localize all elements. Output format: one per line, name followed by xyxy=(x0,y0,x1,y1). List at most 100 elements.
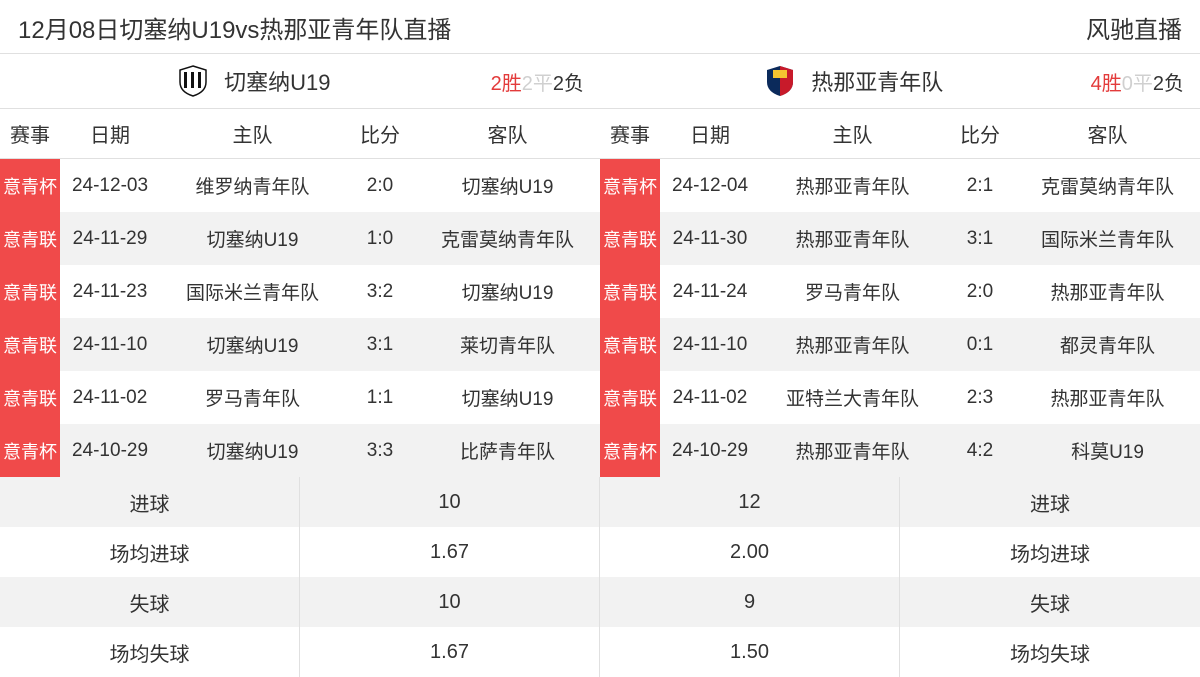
match-away-team: 克雷莫纳青年队 xyxy=(415,225,600,252)
match-comp-badge: 意青联 xyxy=(600,371,660,424)
match-home-team: 维罗纳青年队 xyxy=(160,172,345,199)
stats-row: 场均进球1.672.00场均进球 xyxy=(0,527,1200,577)
match-away-team: 热那亚青年队 xyxy=(1015,384,1200,411)
team-logo-left xyxy=(176,64,210,98)
columns-header-right: 赛事 日期 主队 比分 客队 xyxy=(600,109,1200,158)
page-title: 12月08日切塞纳U19vs热那亚青年队直播 xyxy=(18,10,451,45)
match-score: 1:0 xyxy=(345,228,415,250)
match-away-team: 国际米兰青年队 xyxy=(1015,225,1200,252)
stat-label-left: 失球 xyxy=(0,577,300,627)
match-date: 24-11-02 xyxy=(60,387,160,409)
stats-row: 进球1012进球 xyxy=(0,477,1200,527)
match-date: 24-11-02 xyxy=(660,387,760,409)
match-home-team: 切塞纳U19 xyxy=(160,437,345,464)
match-date: 24-12-03 xyxy=(60,175,160,197)
col-home: 主队 xyxy=(160,119,345,148)
match-date: 24-11-10 xyxy=(660,334,760,356)
record-win: 2胜 xyxy=(491,73,522,95)
match-home-team: 热那亚青年队 xyxy=(760,331,945,358)
match-home-team: 热那亚青年队 xyxy=(760,437,945,464)
stats-row: 失球109失球 xyxy=(0,577,1200,627)
brand-name: 风驰直播 xyxy=(1086,10,1182,45)
match-date: 24-11-10 xyxy=(60,334,160,356)
stat-value-right: 12 xyxy=(600,477,900,527)
match-comp-badge: 意青联 xyxy=(600,212,660,265)
stat-label-right: 场均进球 xyxy=(900,527,1200,577)
match-row: 意青杯24-12-03维罗纳青年队2:0切塞纳U19 xyxy=(0,159,600,212)
match-row: 意青联24-11-02亚特兰大青年队2:3热那亚青年队 xyxy=(600,371,1200,424)
match-comp-badge: 意青联 xyxy=(0,265,60,318)
match-row: 意青杯24-10-29切塞纳U193:3比萨青年队 xyxy=(0,424,600,477)
stat-value-right: 1.50 xyxy=(600,627,900,677)
match-away-team: 热那亚青年队 xyxy=(1015,278,1200,305)
match-row: 意青联24-11-10热那亚青年队0:1都灵青年队 xyxy=(600,318,1200,371)
match-home-team: 切塞纳U19 xyxy=(160,331,345,358)
col-date: 日期 xyxy=(660,119,760,148)
stat-label-right: 进球 xyxy=(900,477,1200,527)
match-date: 24-11-30 xyxy=(660,228,760,250)
match-score: 2:3 xyxy=(945,387,1015,409)
match-rows: 意青杯24-12-03维罗纳青年队2:0切塞纳U19意青联24-11-29切塞纳… xyxy=(0,159,1200,477)
match-home-team: 国际米兰青年队 xyxy=(160,278,345,305)
record-draw: 2平 xyxy=(522,73,553,95)
col-score: 比分 xyxy=(345,119,415,148)
match-home-team: 罗马青年队 xyxy=(160,384,345,411)
match-date: 24-11-29 xyxy=(60,228,160,250)
match-away-team: 克雷莫纳青年队 xyxy=(1015,172,1200,199)
match-home-team: 热那亚青年队 xyxy=(760,225,945,252)
team-header-right: 热那亚青年队 4胜0平2负 xyxy=(600,54,1200,108)
stats-block: 进球1012进球场均进球1.672.00场均进球失球109失球场均失球1.671… xyxy=(0,477,1200,677)
match-away-team: 切塞纳U19 xyxy=(415,172,600,199)
match-home-team: 罗马青年队 xyxy=(760,278,945,305)
record-loss: 2负 xyxy=(1153,73,1184,95)
record-win: 4胜 xyxy=(1091,73,1122,95)
match-score: 3:2 xyxy=(345,281,415,303)
col-comp: 赛事 xyxy=(600,119,660,148)
match-date: 24-10-29 xyxy=(60,440,160,462)
match-away-team: 比萨青年队 xyxy=(415,437,600,464)
match-away-team: 都灵青年队 xyxy=(1015,331,1200,358)
match-comp-badge: 意青联 xyxy=(0,371,60,424)
stat-value-left: 10 xyxy=(300,477,600,527)
columns-header: 赛事 日期 主队 比分 客队 赛事 日期 主队 比分 客队 xyxy=(0,109,1200,159)
match-row: 意青联24-11-02罗马青年队1:1切塞纳U19 xyxy=(0,371,600,424)
match-date: 24-11-24 xyxy=(660,281,760,303)
record-draw: 0平 xyxy=(1122,73,1153,95)
match-comp-badge: 意青联 xyxy=(0,318,60,371)
match-home-team: 切塞纳U19 xyxy=(160,225,345,252)
match-date: 24-10-29 xyxy=(660,440,760,462)
match-row: 意青联24-11-24罗马青年队2:0热那亚青年队 xyxy=(600,265,1200,318)
stat-value-right: 9 xyxy=(600,577,900,627)
match-score: 2:0 xyxy=(345,175,415,197)
stats-row: 场均失球1.671.50场均失球 xyxy=(0,627,1200,677)
match-comp-badge: 意青杯 xyxy=(600,424,660,477)
match-comp-badge: 意青联 xyxy=(600,318,660,371)
team-name-right: 热那亚青年队 xyxy=(811,65,943,97)
stat-label-left: 场均失球 xyxy=(0,627,300,677)
matches-left: 意青杯24-12-03维罗纳青年队2:0切塞纳U19意青联24-11-29切塞纳… xyxy=(0,159,600,477)
record-right: 4胜0平2负 xyxy=(1091,67,1184,96)
match-home-team: 亚特兰大青年队 xyxy=(760,384,945,411)
teams-header-row: 切塞纳U19 2胜2平2负 热那亚青年队 4胜0平2负 xyxy=(0,53,1200,109)
col-comp: 赛事 xyxy=(0,119,60,148)
match-home-team: 热那亚青年队 xyxy=(760,172,945,199)
match-score: 2:0 xyxy=(945,281,1015,303)
match-comp-badge: 意青杯 xyxy=(0,159,60,212)
match-date: 24-12-04 xyxy=(660,175,760,197)
col-away: 客队 xyxy=(415,119,600,148)
match-row: 意青联24-11-29切塞纳U191:0克雷莫纳青年队 xyxy=(0,212,600,265)
team-name-left: 切塞纳U19 xyxy=(224,65,330,97)
col-away: 客队 xyxy=(1015,119,1200,148)
col-score: 比分 xyxy=(945,119,1015,148)
match-score: 1:1 xyxy=(345,387,415,409)
match-score: 3:1 xyxy=(945,228,1015,250)
stat-label-right: 失球 xyxy=(900,577,1200,627)
match-comp-badge: 意青联 xyxy=(0,212,60,265)
stat-label-left: 场均进球 xyxy=(0,527,300,577)
match-score: 4:2 xyxy=(945,440,1015,462)
stat-value-right: 2.00 xyxy=(600,527,900,577)
match-away-team: 切塞纳U19 xyxy=(415,384,600,411)
columns-header-left: 赛事 日期 主队 比分 客队 xyxy=(0,109,600,158)
record-loss: 2负 xyxy=(553,73,584,95)
match-score: 3:1 xyxy=(345,334,415,356)
